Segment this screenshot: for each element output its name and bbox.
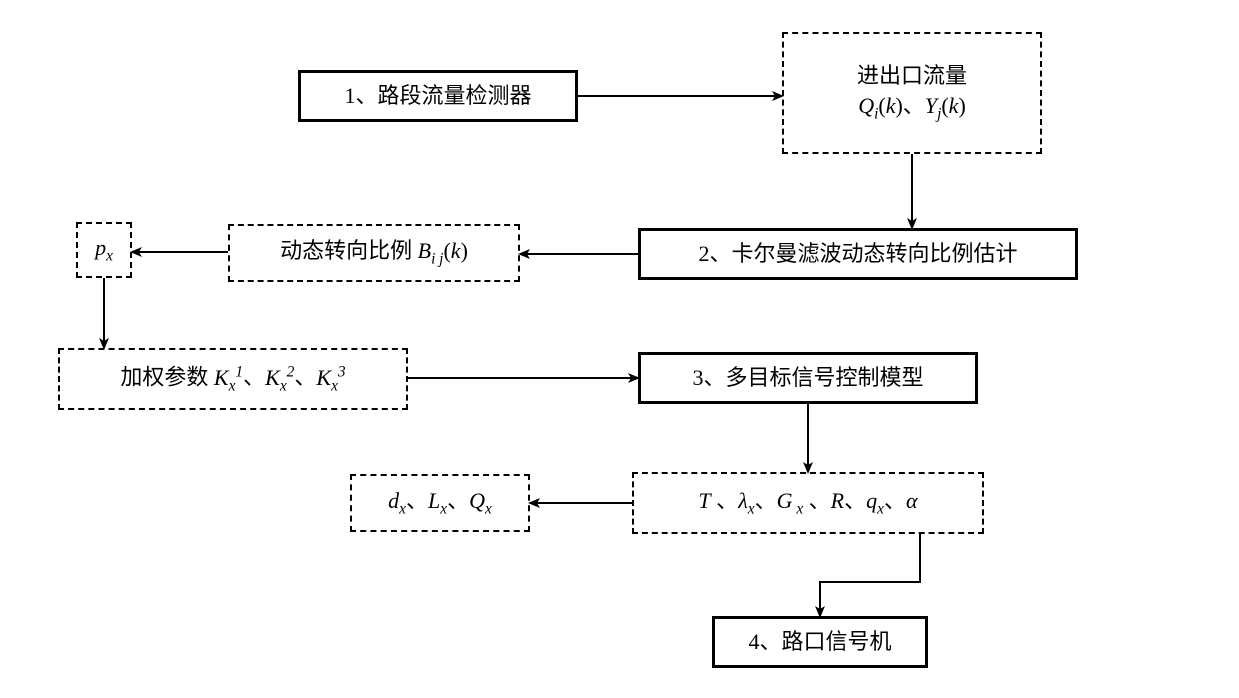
node-kalman: 2、卡尔曼滤波动态转向比例估计	[638, 228, 1078, 280]
node-flows-line2: Qi(k)、Yj(k)	[858, 93, 966, 118]
node-signal: 4、路口信号机	[712, 616, 928, 668]
node-px-label: px	[85, 229, 123, 271]
node-signal-label: 4、路口信号机	[738, 623, 901, 662]
node-sigparams-label: T 、λx、G x 、R、qx、α	[688, 482, 927, 524]
node-dlq: dx、Lx、Qx	[350, 474, 530, 532]
node-flows-label: 进出口流量 Qi(k)、Yj(k)	[847, 57, 977, 130]
node-kalman-label: 2、卡尔曼滤波动态转向比例估计	[688, 235, 1027, 274]
node-px: px	[76, 222, 132, 278]
node-bij-label: 动态转向比例 Bi j(k)	[270, 232, 478, 274]
node-bij: 动态转向比例 Bi j(k)	[228, 224, 520, 282]
node-flows: 进出口流量 Qi(k)、Yj(k)	[782, 32, 1042, 154]
node-model: 3、多目标信号控制模型	[638, 352, 978, 404]
edge-sigparams-n4	[820, 534, 920, 616]
node-detector: 1、路段流量检测器	[298, 70, 578, 122]
node-flows-line1: 进出口流量	[857, 63, 967, 88]
node-detector-label: 1、路段流量检测器	[334, 77, 541, 116]
node-sigparams: T 、λx、G x 、R、qx、α	[632, 472, 984, 534]
node-kparams: 加权参数 Kx1、Kx2、Kx3	[58, 348, 408, 410]
node-dlq-label: dx、Lx、Qx	[378, 482, 502, 524]
node-kparams-label: 加权参数 Kx1、Kx2、Kx3	[110, 357, 355, 400]
node-model-label: 3、多目标信号控制模型	[682, 359, 933, 398]
